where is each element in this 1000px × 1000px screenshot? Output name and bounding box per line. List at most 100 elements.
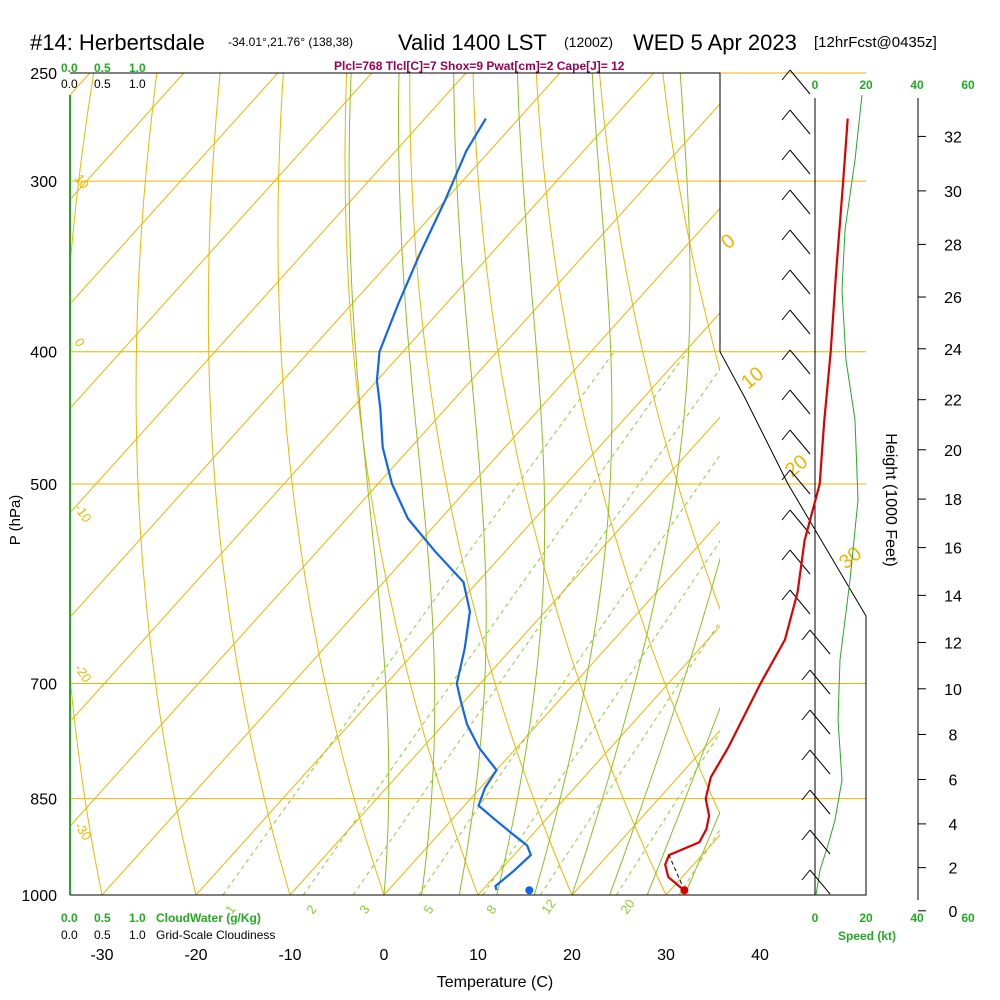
moist-adiabat-line [496, 73, 546, 895]
wind-barb [789, 389, 811, 415]
wind-barb-flag [781, 269, 791, 281]
height-tick-label: 20 [944, 443, 962, 460]
mixing-ratio-line [539, 620, 720, 895]
utc-time: (1200Z) [564, 34, 613, 50]
wind-barb [789, 189, 811, 215]
height-tick-label: 6 [949, 773, 958, 790]
pressure-tick-label: 1000 [21, 888, 57, 905]
plot-frame [70, 72, 867, 896]
cloud-bottom-2: 1.0 [129, 911, 146, 925]
moist-adiabat-line [453, 73, 487, 895]
moist-adiabat-line [684, 810, 720, 895]
dry-adiabat-line [409, 73, 573, 895]
wind-barb [809, 789, 831, 815]
isotherm-line [734, 49, 1000, 924]
wind-barb-flag [781, 229, 791, 241]
adiabat-label: -20 [72, 661, 95, 685]
dry-adiabat-line [910, 49, 1000, 924]
height-tick-label: 24 [944, 342, 962, 359]
dry-adiabat-line [344, 73, 479, 895]
cloud-scale-bottom: 0.0 0.5 1.0 CloudWater (g/Kg) 0.0 0.5 1.… [61, 911, 275, 942]
moist-adiabat-line [571, 73, 691, 895]
wind-barb-flag [781, 509, 791, 521]
dry-adiabat-line [723, 49, 1000, 924]
dry-adiabat-line [277, 73, 385, 895]
mixing-ratio-line [482, 540, 720, 895]
wind-barb-flag [801, 709, 811, 721]
pressure-tick-label: 500 [30, 477, 57, 494]
temperature-tick-label: 20 [563, 947, 581, 964]
height-tick-label: 16 [944, 541, 962, 558]
cloud-top-0: 0.0 [61, 61, 78, 75]
moist-adiabat-label: 20 [781, 451, 812, 482]
cloud-bottom-1: 0.5 [94, 911, 111, 925]
wind-barb-flag [781, 189, 791, 201]
cloud-top-4: 0.5 [94, 77, 111, 91]
dry-adiabat-line [598, 73, 720, 611]
wind-barb [789, 429, 811, 455]
cloudiness-label: Grid-Scale Cloudiness [156, 928, 275, 942]
dry-adiabat-line [973, 49, 1000, 924]
dry-adiabat-line [848, 49, 1000, 924]
isotherm-line [70, 73, 373, 410]
dry-adiabat-line [135, 73, 197, 895]
pressure-tick-label: 850 [30, 792, 57, 809]
wind-barb-flag [781, 429, 791, 441]
isotherm-line [101, 207, 720, 895]
height-tick-label: 32 [944, 129, 962, 146]
station-location: -34.01°,21.76° (138,38) [228, 35, 353, 49]
wind-barb-flag [781, 109, 791, 121]
mixing-ratio-line [222, 351, 615, 895]
height-tick-label: 30 [944, 184, 962, 201]
wind-barb-flag [801, 829, 811, 841]
y-axis-title: P (hPa) [7, 495, 24, 546]
wind-barb [789, 269, 811, 295]
indices-line: Plcl=768 Tlcl[C]=7 Shox=9 Pwat[cm]=2 Cap… [334, 59, 625, 73]
cloud-bottom-3: 0.0 [61, 928, 78, 942]
moist-adiabat-line [646, 706, 720, 895]
moist-adiabat-line [533, 73, 613, 895]
adiabat-label: -10 [72, 501, 95, 525]
wind-barb [789, 309, 811, 335]
wind-speed-tick-top: 20 [859, 78, 873, 92]
wind-barb-flag [781, 149, 791, 161]
station-title: #14: Herbertsdale [30, 30, 205, 55]
wind-barb [809, 869, 831, 895]
isotherm-line [70, 73, 561, 618]
wind-barb-flag [781, 69, 791, 81]
wind-speed-tick-top: 40 [910, 78, 924, 92]
height-tick-label: 14 [944, 588, 962, 605]
pressure-tick-label: 300 [30, 174, 57, 191]
mixing-ratio-label: 12 [538, 896, 559, 916]
dry-adiabat-line [472, 73, 667, 895]
isotherm-line [195, 312, 720, 895]
height-tick-label: 26 [944, 290, 962, 307]
wind-barb-flag [781, 469, 791, 481]
wind-speed-tick-bottom: 60 [961, 911, 975, 925]
cloud-scale-top: 0.0 0.5 1.0 0.0 0.5 1.0 [61, 61, 146, 91]
mixing-ratio-label: 20 [617, 896, 638, 916]
isotherm-line [70, 73, 185, 201]
height-tick-label: 10 [944, 682, 962, 699]
isotherm-line [828, 49, 1000, 924]
forecast-run: [12hrFcst@0435z] [814, 34, 937, 51]
wind-barb-flag [781, 589, 791, 601]
wind-speed-trace [815, 94, 863, 896]
pressure-tick-label: 250 [30, 66, 57, 83]
moist-adiabat-line [348, 73, 390, 895]
wind-barb [789, 109, 811, 135]
dry-adiabat-line [70, 73, 103, 895]
temperature-tick-label: 0 [380, 947, 389, 964]
wind-barb [789, 469, 811, 495]
wind-barb [809, 669, 831, 695]
surface-dewpoint-marker [525, 886, 534, 895]
plot-boundary [70, 72, 867, 896]
pressure-tick-label: 400 [30, 345, 57, 362]
isotherm-line [70, 73, 655, 723]
wind-barb-flag [781, 389, 791, 401]
height-tick-label: 28 [944, 237, 962, 254]
cloud-top-3: 0.0 [61, 77, 78, 91]
isotherm-line [70, 73, 279, 305]
moist-adiabat-label: 10 [737, 363, 768, 394]
